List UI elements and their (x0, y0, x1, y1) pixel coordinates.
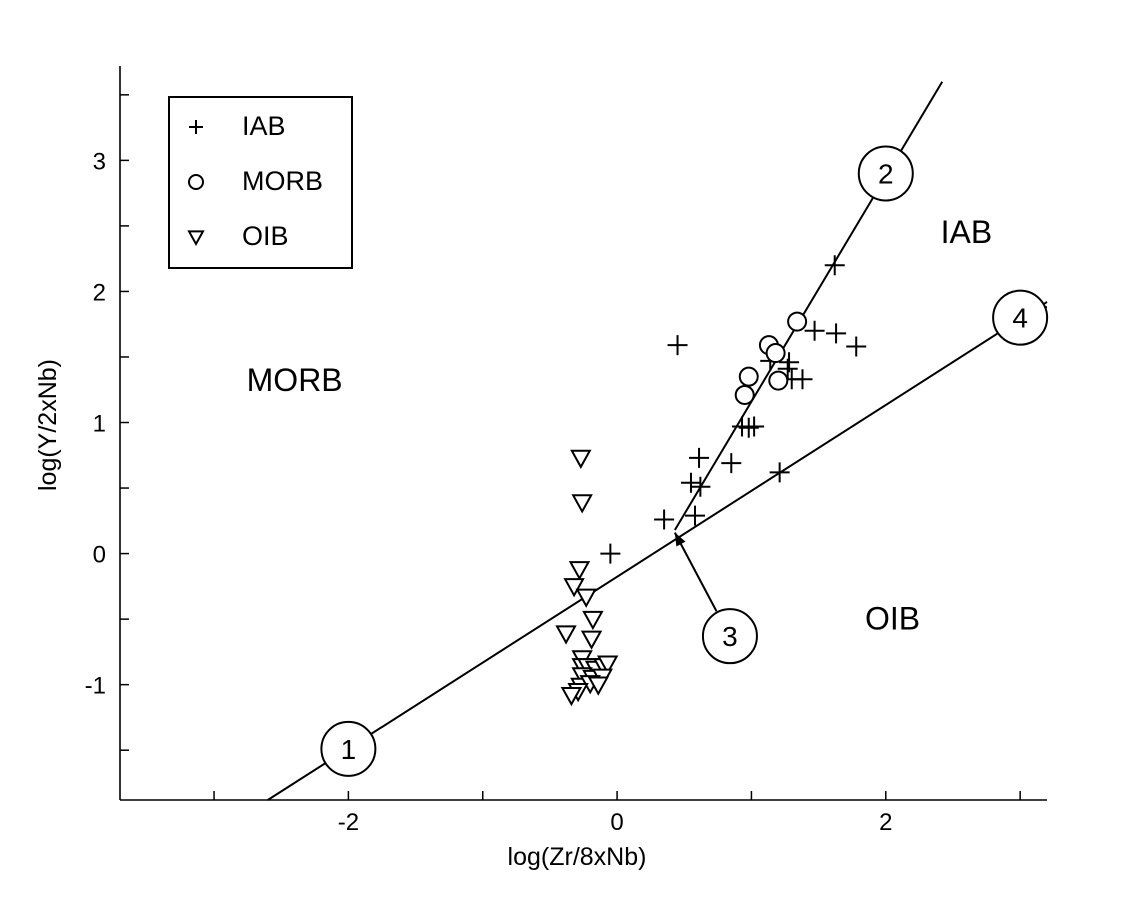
morb-point (765, 343, 786, 364)
iab-point (654, 509, 675, 530)
x-tick-label: 2 (879, 809, 892, 836)
discriminant-lines (267, 81, 1048, 801)
y-tick-label: 2 (93, 279, 106, 306)
oib-point (596, 655, 619, 675)
legend-label: OIB (242, 221, 289, 251)
oib-point (580, 630, 603, 650)
iab-point (689, 447, 710, 468)
x-tick-label: 0 (610, 809, 623, 836)
iab-point (667, 335, 688, 356)
legend: IAB MORB OIB (168, 96, 353, 269)
region-label: IAB (941, 214, 993, 250)
region-label: OIB (865, 601, 920, 637)
legend-label: MORB (242, 166, 323, 196)
arrow-shaft (673, 532, 718, 612)
morb-point (768, 370, 789, 391)
legend-label: IAB (242, 111, 286, 141)
iab-point (680, 472, 701, 493)
circled-label-text: 4 (1012, 303, 1028, 334)
circled-label-ring (320, 720, 377, 777)
y-tick-label: -1 (85, 673, 106, 700)
iab-point (744, 416, 765, 437)
morb-point (734, 384, 755, 405)
oib-point (563, 578, 585, 598)
annotations: 1 2 3 4 IAB MORB OIB (247, 145, 1049, 777)
oib-point (555, 625, 577, 645)
iab-point (685, 505, 706, 526)
y-tick-label: 1 (93, 411, 106, 438)
x-axis-label: log(Zr/8xNb) (508, 843, 647, 871)
line-3-2 (673, 81, 944, 531)
oib-point (575, 588, 597, 608)
x-tick-label: -2 (338, 809, 359, 836)
iab-point (824, 255, 845, 276)
iab-point (779, 352, 800, 373)
morb-point (787, 311, 808, 332)
iab-point (721, 453, 742, 474)
legend-marker (189, 120, 203, 134)
iab-point (846, 336, 867, 357)
legend-marker (187, 230, 205, 247)
iab-point (769, 462, 790, 483)
region-label: MORB (247, 362, 343, 398)
oib-point (571, 494, 593, 514)
oib-point (560, 686, 583, 707)
y-axis-label: log(Y/2xNb) (34, 359, 62, 491)
oib-point (568, 561, 591, 581)
iab-point (804, 320, 825, 341)
morb-point (738, 366, 759, 387)
circled-label-ring (857, 145, 914, 202)
legend-marker (188, 174, 204, 190)
circled-label-text: 2 (878, 158, 894, 189)
circled-label-text: 3 (722, 621, 738, 652)
circled-label-ring (992, 289, 1049, 346)
arrow-head (674, 532, 686, 547)
axes: -2 0 2 -1 0 1 2 3 (85, 66, 1047, 836)
line-1-4 (267, 301, 1048, 801)
y-tick-label: 0 (93, 542, 106, 569)
circled-label-ring (701, 608, 758, 665)
data-points (555, 255, 1047, 707)
oib-point (570, 449, 592, 469)
iab-point (826, 323, 847, 344)
y-tick-label: 3 (93, 148, 106, 175)
oib-point (582, 610, 604, 631)
iab-point (600, 543, 621, 564)
iab-point (792, 369, 813, 390)
iab-point (690, 476, 711, 497)
circled-label-text: 1 (341, 734, 357, 765)
iab-point (738, 417, 759, 438)
oib-point (587, 676, 609, 696)
